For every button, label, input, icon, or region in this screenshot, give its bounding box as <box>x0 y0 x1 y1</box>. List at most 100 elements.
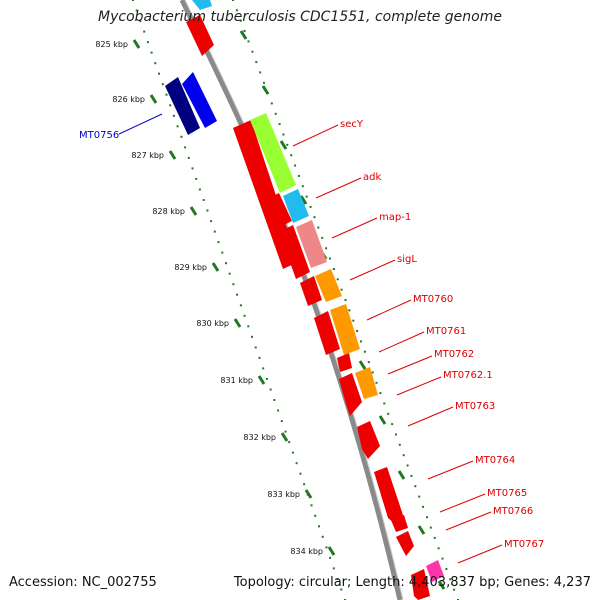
track-dot <box>332 567 335 570</box>
scale-tick <box>168 150 177 160</box>
gene-arrow[interactable] <box>337 353 352 372</box>
track-dot <box>437 547 440 550</box>
gene-label[interactable]: sigL <box>397 254 417 265</box>
track-dot <box>348 309 351 312</box>
scale-tick <box>280 432 289 442</box>
gene-callout-line <box>445 511 492 531</box>
track-dot <box>332 268 335 270</box>
gene-arrow[interactable] <box>411 569 430 600</box>
gene-arrow-adk[interactable] <box>283 189 309 223</box>
track-dot <box>356 330 359 332</box>
track-dot <box>172 114 175 117</box>
gene-arrow[interactable] <box>314 311 340 355</box>
track-dot <box>336 278 339 281</box>
track-dot <box>310 504 313 507</box>
gene-arrow[interactable] <box>186 15 214 56</box>
genome-backbone-highlight <box>184 0 404 600</box>
track-dot <box>321 236 324 239</box>
gene-label[interactable]: MT0762 <box>434 349 474 360</box>
gene-arrow[interactable] <box>279 225 310 279</box>
gene-arrow-MT0762-1[interactable] <box>355 367 378 399</box>
gene-labels: MT0756 secY adk map-1 sigL MT0760 MT0761 MT0762… <box>79 113 544 564</box>
track-dot <box>286 143 289 146</box>
scale-tick <box>397 470 406 480</box>
gene-arrow[interactable] <box>396 531 414 556</box>
scale-tick <box>358 360 367 370</box>
gene-arrow-MT0756[interactable] <box>182 72 217 128</box>
track-dot <box>402 454 405 457</box>
track-dot <box>228 272 231 275</box>
track-dot <box>445 568 448 570</box>
track-dot <box>139 20 142 23</box>
track-dot <box>225 262 227 265</box>
gene-label[interactable]: MT0762.1 <box>443 370 493 381</box>
track-dot <box>290 154 293 157</box>
track-dot <box>169 104 172 107</box>
scale-tick <box>304 489 313 499</box>
track-dot <box>433 536 436 539</box>
gene-arrow-secY[interactable] <box>250 113 296 193</box>
gene-label[interactable]: MT0761 <box>426 326 466 337</box>
track-dot <box>314 514 317 517</box>
scale-tick-label: 827 kbp <box>131 151 164 160</box>
gene-arrow[interactable] <box>300 276 322 306</box>
scale-tick <box>437 580 446 590</box>
gene-arrow[interactable] <box>426 560 444 582</box>
gene-label[interactable]: map-1 <box>379 212 411 223</box>
track-dot <box>255 61 258 64</box>
track-dot <box>294 164 297 167</box>
gene-label[interactable]: adk <box>363 172 381 183</box>
track-dot <box>251 335 253 338</box>
gene-arrow-map-1[interactable] <box>296 220 327 268</box>
gene-callout-line <box>378 331 425 353</box>
track-dot <box>243 30 246 32</box>
track-dot <box>363 350 366 353</box>
track-dot <box>235 9 238 12</box>
gene-arrow[interactable] <box>265 193 292 228</box>
gene-label[interactable]: MT0767 <box>504 539 544 550</box>
gene-arrow-MT0756-dark[interactable] <box>165 77 200 135</box>
gene-label[interactable]: MT0764 <box>475 455 515 466</box>
gene-arrow[interactable] <box>192 0 212 10</box>
track-dot <box>301 185 304 188</box>
track-dot <box>352 319 355 322</box>
gene-label[interactable]: MT0763 <box>455 401 495 412</box>
track-dot <box>258 356 261 359</box>
track-dot <box>297 174 300 177</box>
scale-tick <box>378 415 387 425</box>
track-dot <box>426 516 428 519</box>
track-dot <box>329 556 332 559</box>
gene-label[interactable]: MT0765 <box>487 488 527 499</box>
track-dot <box>274 112 277 115</box>
gene-callout-line <box>427 460 474 480</box>
gene-label[interactable]: secY <box>340 119 364 130</box>
track-dot <box>154 62 157 65</box>
gene-label[interactable]: MT0766 <box>493 506 533 517</box>
scale-tick-label: 829 kbp <box>174 263 207 272</box>
track-dot <box>176 125 179 128</box>
gene-arrow[interactable] <box>374 467 403 523</box>
track-dot <box>387 412 390 415</box>
scale-tick <box>132 39 141 49</box>
track-dot <box>213 230 216 233</box>
scale-tick <box>279 140 288 150</box>
gene-callout-line <box>331 217 378 239</box>
outer-tick-track <box>232 0 459 600</box>
gene-arrow[interactable] <box>391 515 408 532</box>
track-dot <box>391 423 394 426</box>
gene-arrow-sigL[interactable] <box>315 269 342 302</box>
gene-label[interactable]: MT0756 <box>79 130 119 141</box>
gene-arrow[interactable] <box>357 421 380 459</box>
gene-callout-line <box>349 259 396 281</box>
track-dot <box>309 205 312 208</box>
track-dot <box>221 251 224 254</box>
track-dot <box>247 325 250 328</box>
gene-label[interactable]: MT0760 <box>413 294 453 305</box>
gene-arrow-MT0760[interactable] <box>330 304 360 355</box>
gene-callout-line <box>407 406 454 427</box>
scale-tick-label: 826 kbp <box>112 95 145 104</box>
gene-arrow[interactable] <box>339 373 362 416</box>
track-dot <box>143 30 146 33</box>
track-dot <box>340 588 343 591</box>
track-dot <box>449 578 452 581</box>
